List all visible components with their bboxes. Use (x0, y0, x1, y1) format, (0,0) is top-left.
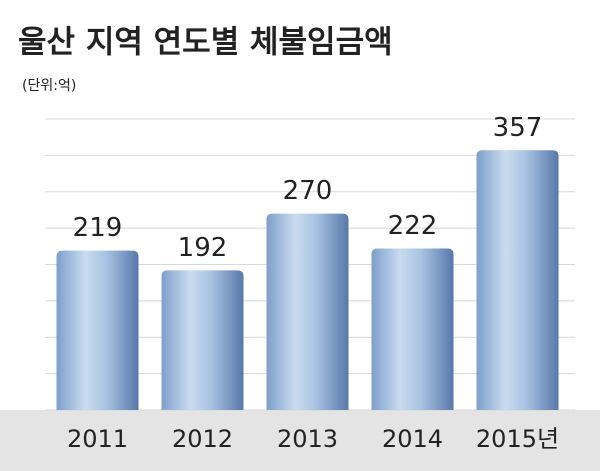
x-tick-label: 2015년 (476, 425, 559, 453)
value-label: 219 (73, 213, 123, 243)
x-tick-label: 2012 (172, 425, 233, 453)
x-tick-label: 2013 (277, 425, 338, 453)
value-label: 192 (178, 233, 228, 263)
bar (476, 150, 559, 410)
value-label: 222 (388, 211, 438, 241)
x-tick-label: 2014 (382, 425, 443, 453)
axis-band (0, 410, 600, 471)
chart-title: 울산 지역 연도별 체불임금액 (18, 25, 393, 61)
bar (371, 248, 454, 410)
bar (56, 250, 139, 410)
x-tick-label: 2011 (67, 425, 128, 453)
value-label: 270 (283, 176, 333, 206)
bar (161, 270, 244, 410)
chart-subtitle: (단위:억) (22, 78, 76, 94)
bar (266, 213, 349, 410)
value-label: 357 (493, 113, 543, 143)
